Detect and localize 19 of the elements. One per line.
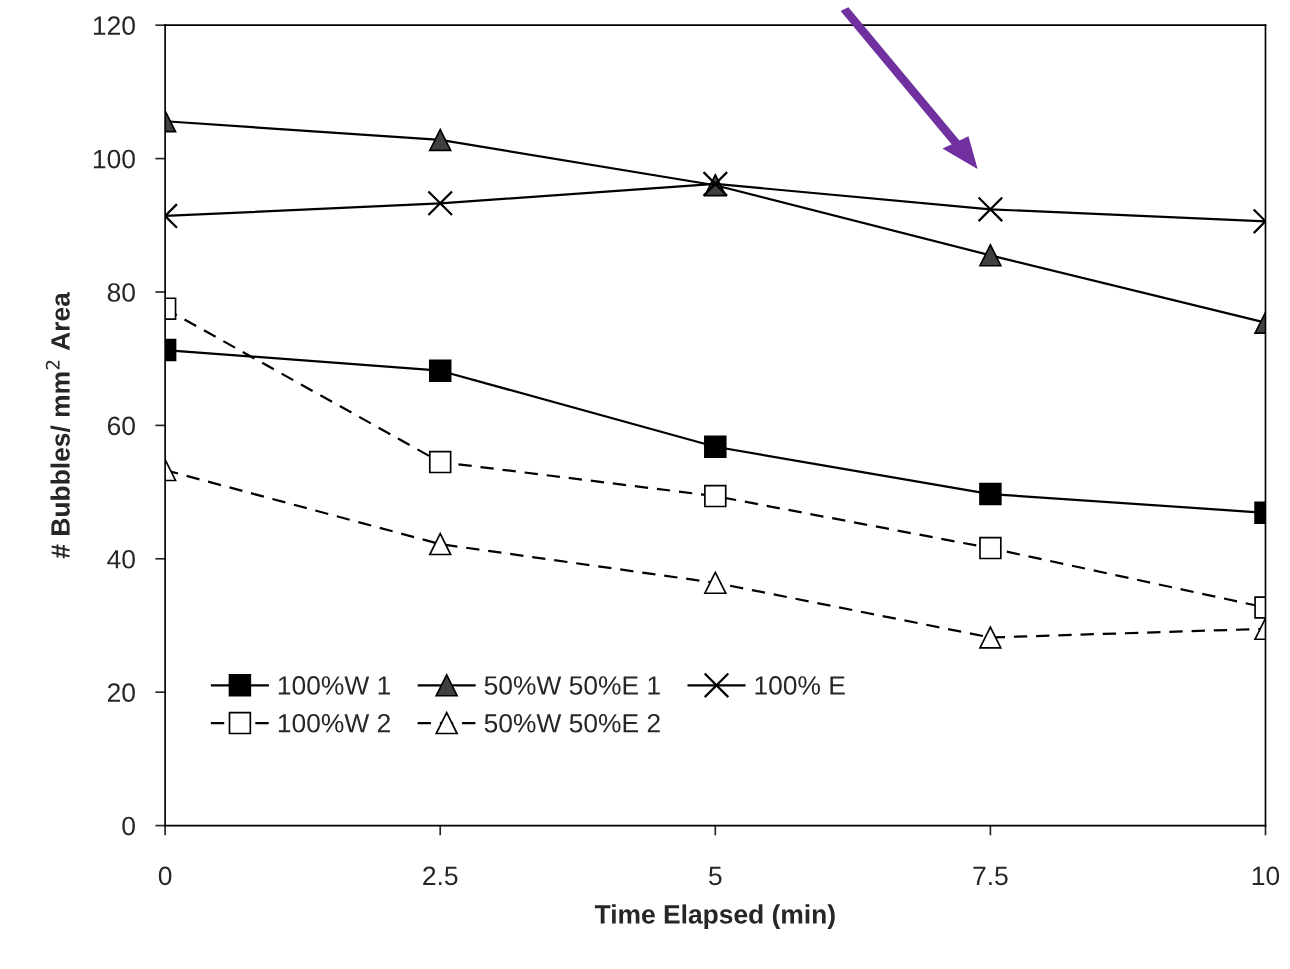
y-tick-label: 20	[107, 683, 135, 703]
y-tick-label: 100	[93, 149, 135, 169]
y-axis-title: # Bubbles/ mm$^{2}$ Area	[45, 292, 71, 559]
y-tick-label: 60	[107, 416, 135, 436]
legend-label: 100%W 1	[278, 676, 390, 695]
y-tick-label: 0	[122, 816, 135, 836]
y-tick-label: 80	[107, 283, 135, 302]
x-tick-label: 2.5	[423, 866, 458, 886]
x-tick-label: 5	[709, 866, 722, 886]
legend-label: 50%W 50%E 1	[484, 676, 660, 695]
x-tick-label: 10	[1252, 866, 1280, 886]
x-tick-label: 0	[158, 866, 172, 886]
legend-label: 100%W 2	[278, 713, 390, 733]
x-tick-label: 7.5	[973, 866, 1008, 886]
y-tick-label: 120	[93, 16, 135, 36]
legend-label: 100% E	[755, 676, 845, 695]
legend-label: 50%W 50%E 2	[484, 713, 660, 733]
x-axis-title: Time Elapsed (min)	[594, 904, 835, 929]
y-tick-label: 40	[107, 549, 135, 569]
